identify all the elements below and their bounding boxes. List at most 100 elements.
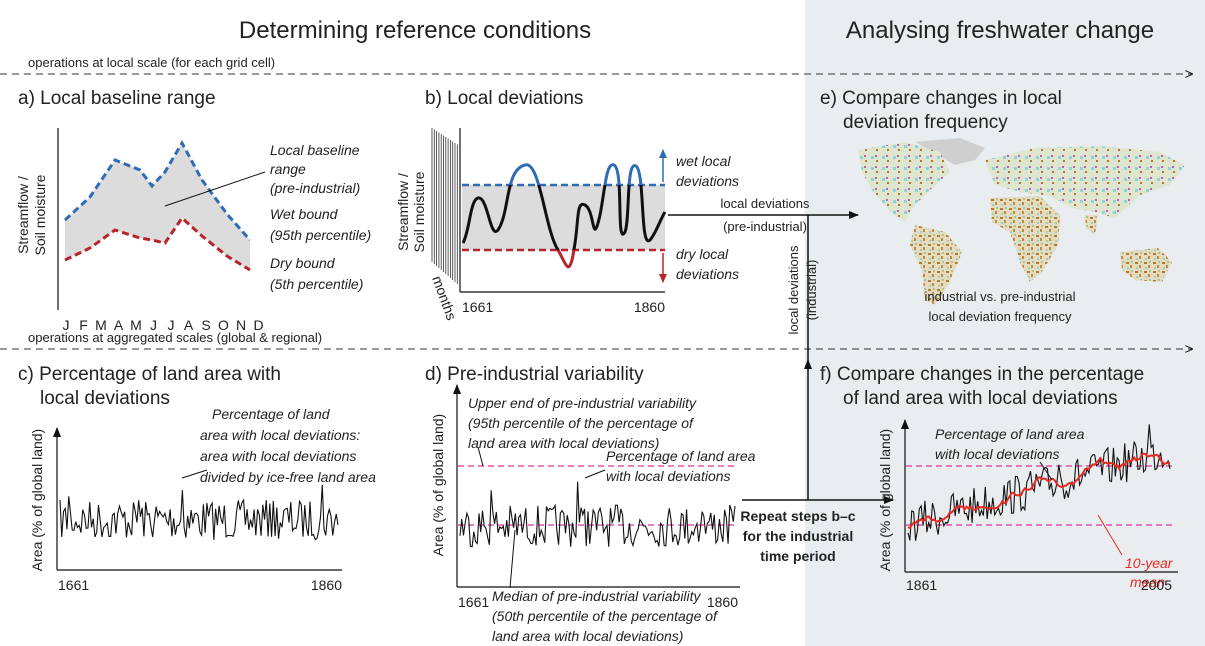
annotation: with local deviations bbox=[606, 468, 731, 484]
panel-e: e) Compare changes in local deviation fr… bbox=[820, 88, 1185, 324]
annotation: (5th percentile) bbox=[270, 276, 363, 292]
month-label: S bbox=[201, 317, 210, 333]
flow-arrows: local deviations (pre-industrial) local … bbox=[668, 196, 894, 564]
panel-title: a) Local baseline range bbox=[18, 88, 216, 109]
leader-line bbox=[477, 446, 484, 467]
panel-title: local deviations bbox=[40, 388, 170, 409]
annotation: Percentage of land bbox=[212, 406, 331, 422]
arrow-label: (industrial) bbox=[804, 260, 819, 321]
scale-label: operations at local scale (for each grid… bbox=[28, 55, 275, 70]
leader-line bbox=[181, 469, 208, 479]
annotation: Wet bound bbox=[270, 206, 339, 222]
greenland bbox=[915, 138, 985, 165]
right-panel-background bbox=[805, 0, 1205, 646]
arrow-label: (pre-industrial) bbox=[723, 219, 807, 234]
map-caption: local deviation frequency bbox=[928, 309, 1072, 324]
section-title: Analysing freshwater change bbox=[846, 17, 1154, 44]
panel-c: c) Percentage of land area with local de… bbox=[18, 364, 376, 593]
section-title: Determining reference conditions bbox=[239, 17, 591, 44]
time-series bbox=[459, 481, 736, 548]
leader-line bbox=[1097, 514, 1123, 556]
running-mean bbox=[907, 452, 1171, 529]
y-label: Streamflow / bbox=[395, 173, 411, 251]
leader-line bbox=[584, 469, 606, 479]
panel-title: c) Percentage of land area with bbox=[18, 364, 281, 385]
month-label: J bbox=[168, 317, 175, 333]
x-label: 1661 bbox=[58, 577, 89, 593]
month-label: M bbox=[130, 317, 142, 333]
annotation: range bbox=[270, 161, 306, 177]
annotation: (95th percentile) bbox=[270, 227, 371, 243]
annotation: Upper end of pre-industrial variability bbox=[468, 395, 697, 411]
y-label: Area (% of global land) bbox=[29, 429, 45, 571]
y-label: Area (% of global land) bbox=[877, 429, 893, 571]
annotation: Percentage of land area bbox=[606, 448, 756, 464]
month-label: F bbox=[79, 317, 88, 333]
panel-d: d) Pre-industrial variability Area (% of… bbox=[425, 364, 756, 644]
repeat-label: time period bbox=[760, 548, 835, 564]
month-label: M bbox=[95, 317, 107, 333]
arrow-label: local deviations bbox=[786, 245, 801, 334]
x-label: 1661 bbox=[462, 299, 493, 315]
x-label: 1861 bbox=[906, 577, 937, 593]
panel-f: f) Compare changes in the percentage of … bbox=[820, 364, 1178, 593]
x-label: 1661 bbox=[458, 594, 489, 610]
annotation: with local deviations bbox=[935, 446, 1060, 462]
month-label: A bbox=[184, 317, 194, 333]
x-label: 1860 bbox=[634, 299, 665, 315]
annotation: Median of pre-industrial variability bbox=[492, 588, 702, 604]
month-label: D bbox=[253, 317, 263, 333]
annotation: land area with local deviations) bbox=[492, 628, 683, 644]
annotation: Percentage of land area bbox=[935, 426, 1085, 442]
panel-title: of land area with local deviations bbox=[843, 388, 1118, 409]
australia bbox=[1120, 248, 1172, 282]
x-label: 1860 bbox=[707, 594, 738, 610]
eurasia bbox=[985, 146, 1185, 218]
panel-title: e) Compare changes in local bbox=[820, 88, 1062, 109]
month-label: O bbox=[218, 317, 229, 333]
annotation: Local baseline bbox=[270, 142, 360, 158]
panel-a: a) Local baseline range Streamflow / Soi… bbox=[15, 88, 371, 333]
annotation: 10-year bbox=[1125, 555, 1174, 571]
map-caption: industrial vs. pre-industrial bbox=[924, 289, 1075, 304]
leader-line bbox=[1039, 461, 1053, 481]
africa bbox=[990, 196, 1060, 282]
annotation: deviations bbox=[676, 173, 739, 189]
panel-b: b) Local deviations Streamflow / Soil mo… bbox=[395, 88, 739, 322]
scale-label: operations at aggregated scales (global … bbox=[28, 330, 322, 345]
india bbox=[1085, 215, 1098, 235]
repeat-label: Repeat steps b–c bbox=[740, 508, 855, 524]
north-america bbox=[858, 142, 950, 222]
annotation: (50th percentile of the percentage of bbox=[492, 608, 719, 624]
local-series bbox=[508, 163, 643, 185]
annotation: land area with local deviations) bbox=[468, 435, 659, 451]
month-label: J bbox=[63, 317, 70, 333]
panel-title: deviation frequency bbox=[843, 112, 1008, 133]
panel-title: d) Pre-industrial variability bbox=[425, 364, 644, 385]
y-label: Soil moisture bbox=[32, 174, 48, 255]
x-label: 1860 bbox=[311, 577, 342, 593]
baseline-area bbox=[65, 143, 250, 270]
y-label: Area (% of global land) bbox=[430, 414, 446, 556]
panel-title: f) Compare changes in the percentage bbox=[820, 364, 1144, 385]
y-label: Streamflow / bbox=[15, 176, 31, 254]
month-label: J bbox=[150, 317, 157, 333]
dry-bound bbox=[64, 215, 251, 272]
x-label: 2005 bbox=[1141, 577, 1172, 593]
annotation: area with local deviations bbox=[200, 448, 356, 464]
annotation: dry local bbox=[676, 246, 729, 262]
annotation: mean bbox=[1130, 574, 1165, 590]
world-map bbox=[858, 138, 1185, 305]
annotation: area with local deviations: bbox=[200, 427, 360, 443]
annotation: (95th percentile of the percentage of bbox=[468, 415, 695, 431]
arrow-label: local deviations bbox=[721, 196, 810, 211]
south-america bbox=[910, 225, 962, 305]
month-label: N bbox=[236, 317, 246, 333]
annotation: (pre-industrial) bbox=[270, 180, 360, 196]
repeat-label: for the industrial bbox=[743, 528, 853, 544]
annotation: wet local bbox=[676, 153, 731, 169]
wet-bound bbox=[63, 139, 252, 241]
local-series bbox=[461, 185, 667, 250]
panel-title: b) Local deviations bbox=[425, 88, 583, 109]
